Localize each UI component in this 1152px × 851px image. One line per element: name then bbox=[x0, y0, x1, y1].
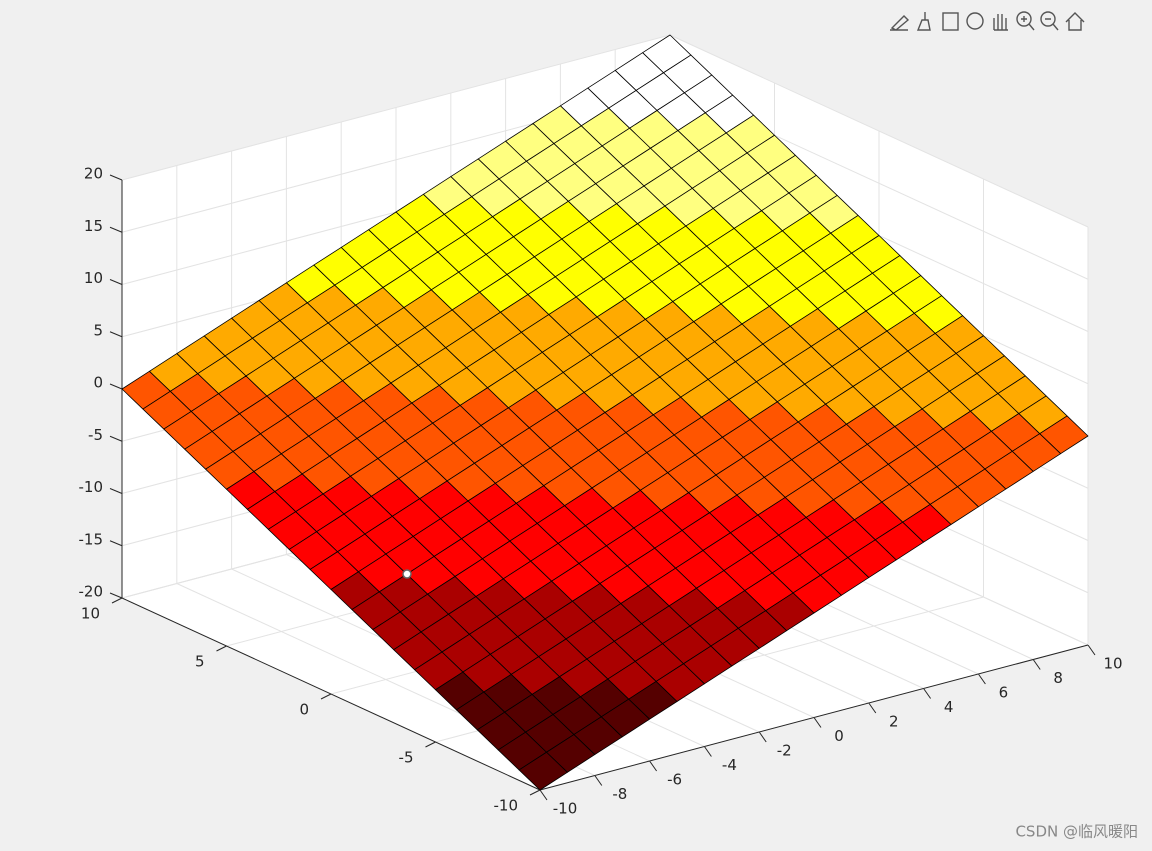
z-tick-label: 10 bbox=[84, 269, 103, 287]
zoom-out-icon[interactable] bbox=[1040, 11, 1056, 27]
y-tick-label: 10 bbox=[81, 605, 100, 623]
cursor bbox=[402, 569, 412, 579]
surface-cell bbox=[518, 751, 568, 791]
watermark: CSDN @临风暖阳 bbox=[1015, 823, 1138, 841]
x-tick-label: -2 bbox=[777, 742, 792, 760]
x-tick-label: 0 bbox=[834, 727, 844, 745]
tick-mark bbox=[923, 688, 932, 699]
z-tick-label: 20 bbox=[84, 165, 103, 183]
tick-mark bbox=[216, 645, 227, 652]
x-tick-label: -6 bbox=[667, 771, 682, 789]
tick-mark bbox=[109, 488, 123, 494]
z-tick-label: 15 bbox=[84, 217, 103, 235]
grid-line bbox=[121, 34, 671, 181]
tick-mark bbox=[868, 702, 877, 714]
tick-mark bbox=[109, 174, 123, 181]
y-tick-label: -10 bbox=[494, 797, 519, 815]
z-tick-label: -15 bbox=[79, 530, 104, 548]
tick-mark bbox=[109, 279, 123, 285]
tick-mark bbox=[111, 597, 123, 604]
pan-icon[interactable] bbox=[993, 14, 1008, 31]
x-axis bbox=[539, 644, 1089, 791]
tick-mark bbox=[109, 435, 123, 442]
zoom-in-icon[interactable] bbox=[1016, 11, 1032, 27]
legend-icon[interactable] bbox=[942, 12, 959, 31]
surface bbox=[121, 34, 1089, 791]
x-tick-label: 4 bbox=[944, 698, 954, 716]
brush-icon[interactable] bbox=[890, 15, 910, 31]
x-tick-label: 8 bbox=[1053, 669, 1063, 687]
toolbar bbox=[890, 11, 1085, 31]
tick-mark bbox=[977, 673, 986, 685]
y-tick-label: -5 bbox=[399, 749, 414, 767]
tick-mark bbox=[649, 760, 658, 772]
tick-mark bbox=[109, 226, 123, 233]
rotate-icon[interactable] bbox=[966, 12, 984, 30]
tick-mark bbox=[425, 741, 436, 748]
tick-mark bbox=[109, 383, 123, 390]
z-tick-label: 0 bbox=[93, 374, 103, 392]
tick-mark bbox=[1087, 644, 1096, 656]
tick-mark bbox=[758, 731, 767, 743]
x-tick-label: 10 bbox=[1103, 655, 1122, 673]
grid-line bbox=[669, 34, 1089, 228]
tick-mark bbox=[813, 717, 822, 728]
x-tick-label: -8 bbox=[612, 785, 627, 803]
tick-mark bbox=[109, 331, 123, 338]
z-tick-label: -20 bbox=[79, 583, 104, 601]
x-tick-label: -4 bbox=[722, 756, 737, 774]
z-tick-label: -5 bbox=[88, 426, 103, 444]
tick-mark bbox=[1032, 659, 1041, 670]
z-tick-label: -10 bbox=[79, 478, 104, 496]
tick-mark bbox=[320, 693, 332, 700]
tick-mark bbox=[529, 789, 541, 796]
y-tick-label: 5 bbox=[195, 653, 205, 671]
tick-mark bbox=[109, 592, 123, 599]
home-icon[interactable] bbox=[1065, 12, 1085, 31]
y-tick-label: 0 bbox=[299, 701, 309, 719]
y-axis bbox=[121, 597, 541, 791]
x-tick-label: 2 bbox=[889, 713, 899, 731]
x-tick-label: 6 bbox=[999, 684, 1009, 702]
x-tick-label: -10 bbox=[553, 800, 578, 818]
z-tick-label: 5 bbox=[93, 321, 103, 339]
tick-mark bbox=[594, 775, 603, 786]
data-tip-icon[interactable] bbox=[916, 12, 931, 31]
tick-mark bbox=[109, 540, 123, 547]
tick-mark bbox=[703, 746, 712, 757]
tick-mark bbox=[539, 789, 548, 801]
